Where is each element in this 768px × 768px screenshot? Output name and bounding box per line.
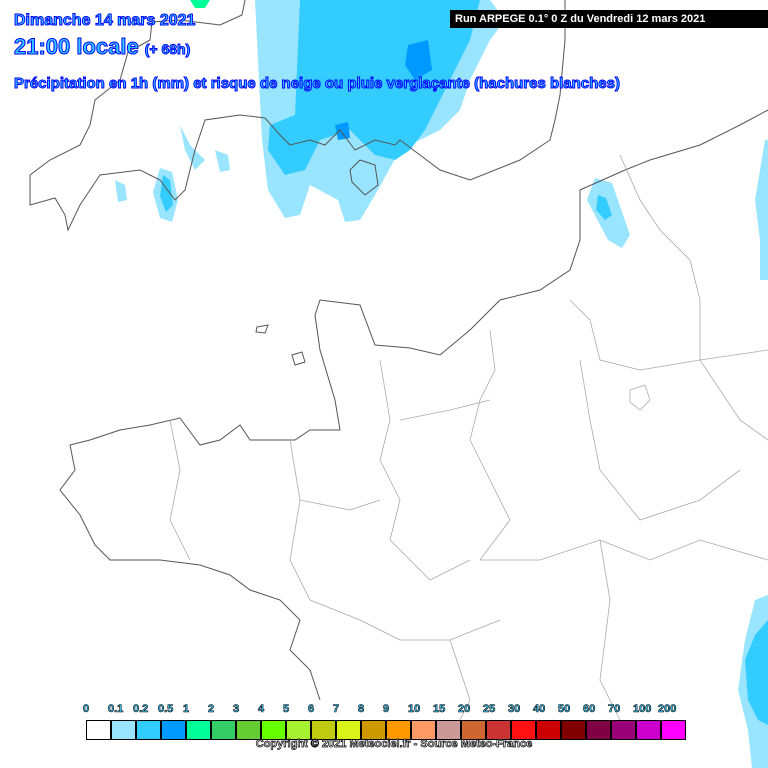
- legend-label: 2: [208, 703, 215, 716]
- legend-label: 10: [408, 703, 421, 716]
- region-borders: [169, 154, 768, 721]
- legend-swatch: [385, 720, 411, 740]
- legend-swatch: [160, 720, 186, 740]
- precip-strong-core: [335, 122, 350, 140]
- coastlines: [29, 0, 768, 701]
- model-run-label: Run ARPEGE 0.1° 0 Z du Vendredi 12 mars …: [450, 10, 768, 28]
- legend-swatch: [485, 720, 511, 740]
- precip-nord-mid: [596, 195, 612, 220]
- legend-swatch: [535, 720, 561, 740]
- legend-swatch: [360, 720, 386, 740]
- legend-swatch: [635, 720, 661, 740]
- legend-swatch: [435, 720, 461, 740]
- coast-jersey: [291, 351, 306, 366]
- legend-swatch: [285, 720, 311, 740]
- legend-swatch: [135, 720, 161, 740]
- forecast-lead: (+ 68h): [144, 41, 191, 58]
- legend-label: 5: [283, 703, 290, 716]
- legend-label: 4: [258, 703, 265, 716]
- legend-swatch: [610, 720, 636, 740]
- precip-light-devon: [180, 125, 205, 170]
- precip-light-west: [115, 180, 127, 202]
- legend-label: 200: [658, 703, 677, 716]
- legend-label: 8: [358, 703, 365, 716]
- coast-england: [29, 0, 566, 232]
- legend-swatch: [310, 720, 336, 740]
- legend-label: 70: [608, 703, 621, 716]
- precipitation-areas: [115, 0, 768, 768]
- legend-label: 25: [483, 703, 496, 716]
- legend-label: 0.5: [158, 703, 174, 716]
- coast-guernsey: [255, 324, 269, 334]
- legend-label: 0.2: [133, 703, 149, 716]
- legend-label: 60: [583, 703, 596, 716]
- legend-swatch: [185, 720, 211, 740]
- legend-label: 9: [383, 703, 390, 716]
- legend-label: 20: [458, 703, 471, 716]
- legend-label: 40: [533, 703, 546, 716]
- legend-label: 1: [183, 703, 190, 716]
- legend-label: 100: [633, 703, 652, 716]
- precip-light-small: [215, 150, 230, 172]
- precip-east: [755, 140, 768, 280]
- legend-swatch: [585, 720, 611, 740]
- legend-label: 15: [433, 703, 446, 716]
- legend-label: 3: [233, 703, 240, 716]
- legend-swatch: [660, 720, 686, 740]
- precip-strong-top: [405, 40, 432, 80]
- legend-label: 6: [308, 703, 315, 716]
- legend-label: 7: [333, 703, 340, 716]
- legend-swatch: [560, 720, 586, 740]
- legend-swatch: [235, 720, 261, 740]
- legend-swatch: [335, 720, 361, 740]
- legend-label: 50: [558, 703, 571, 716]
- precip-green-top: [190, 0, 210, 8]
- legend-swatch: [85, 720, 111, 740]
- legend-label: 0.1: [108, 703, 124, 716]
- legend-swatch: [110, 720, 136, 740]
- forecast-time-text: 21:00 locale: [14, 34, 140, 60]
- legend-swatch: [260, 720, 286, 740]
- legend-label: 30: [508, 703, 521, 716]
- legend-swatch: [460, 720, 486, 740]
- forecast-time: 21:00 locale (+ 68h): [14, 34, 191, 60]
- legend-swatch: [510, 720, 536, 740]
- coast-isle-of-wight: [349, 159, 379, 196]
- map-subtitle: Précipitation en 1h (mm) et risque de ne…: [14, 75, 621, 93]
- forecast-date: Dimanche 14 mars 2021: [13, 12, 196, 30]
- legend-swatch: [410, 720, 436, 740]
- legend-label: 0: [83, 703, 90, 716]
- copyright: Copyright © 2021 Meteociel.fr - Source M…: [255, 738, 533, 751]
- legend-swatch: [210, 720, 236, 740]
- coast-france-north: [59, 109, 768, 701]
- precip-southeast-mid: [745, 620, 768, 725]
